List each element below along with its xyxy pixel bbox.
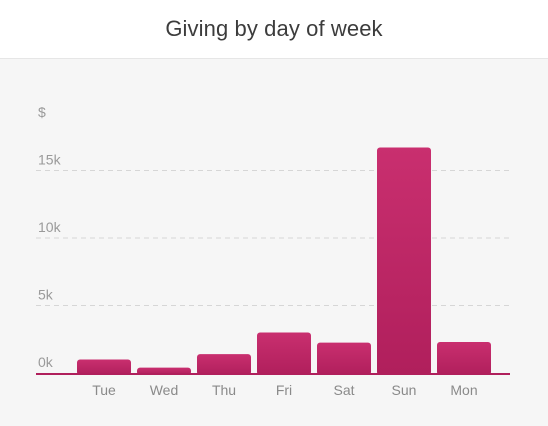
x-tick-label-mon: Mon xyxy=(450,382,477,398)
x-tick-label-thu: Thu xyxy=(212,382,236,398)
x-tick-label-tue: Tue xyxy=(92,382,116,398)
x-tick-label-fri: Fri xyxy=(276,382,292,398)
chart-panel: $ 0k 5k 10k 15k Tue Wed Thu Fri Sat Sun Mon xyxy=(0,59,548,426)
bar-mon[interactable] xyxy=(437,341,491,375)
x-tick-label-sun: Sun xyxy=(392,382,417,398)
chart-header: Giving by day of week xyxy=(0,0,548,59)
bar-tue[interactable] xyxy=(77,359,131,376)
bar-sat[interactable] xyxy=(317,342,371,375)
chart-title: Giving by day of week xyxy=(165,16,383,41)
y-axis-unit-label: $ xyxy=(38,104,46,120)
bar-chart: $ 0k 5k 10k 15k Tue Wed Thu Fri Sat Sun Mon xyxy=(36,104,510,398)
x-tick-label-sat: Sat xyxy=(333,382,354,398)
x-tick-label-wed: Wed xyxy=(150,382,179,398)
bar-thu[interactable] xyxy=(197,354,251,375)
bar-fri[interactable] xyxy=(257,332,311,376)
y-tick-label: 0k xyxy=(38,354,54,370)
y-tick-label: 10k xyxy=(38,219,62,235)
y-tick-label: 5k xyxy=(38,287,54,303)
bar-sun[interactable] xyxy=(377,147,431,375)
y-tick-label: 15k xyxy=(38,152,62,168)
